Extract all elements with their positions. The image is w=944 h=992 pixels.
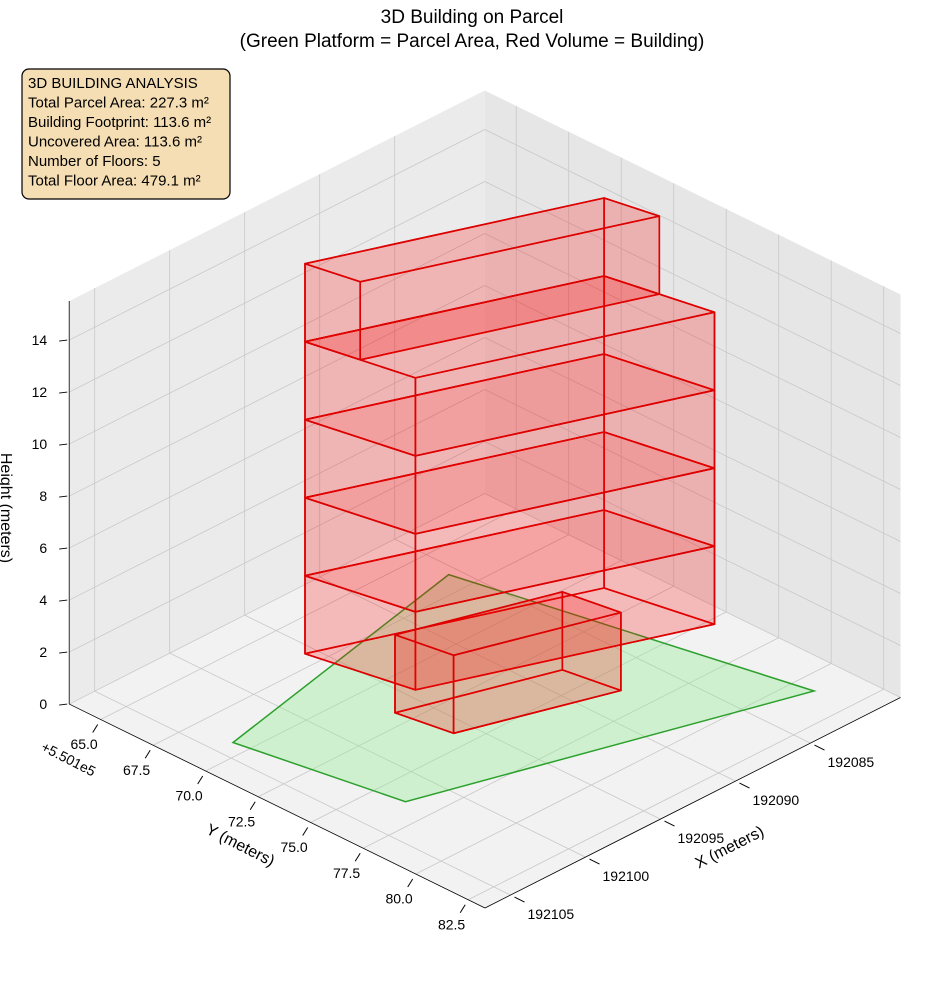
y-tick-label: 70.0 bbox=[175, 788, 202, 804]
info-line: Total Floor Area: 479.1 m² bbox=[28, 172, 201, 189]
wall-pane bbox=[69, 90, 485, 705]
z-tick-label: 14 bbox=[32, 332, 48, 348]
grid-line bbox=[69, 129, 485, 341]
y-tick-label: 67.5 bbox=[123, 762, 150, 778]
tick-mark bbox=[459, 904, 466, 914]
tick-mark bbox=[144, 749, 151, 759]
building-wall bbox=[394, 633, 455, 735]
y-tick-label: 75.0 bbox=[280, 839, 307, 855]
tick-mark bbox=[59, 391, 68, 394]
info-line: Building Footprint: 113.6 m² bbox=[28, 114, 211, 131]
grid-line bbox=[415, 663, 832, 875]
z-axis-title: Height (meters) bbox=[0, 453, 14, 563]
z-tick-label: 10 bbox=[32, 436, 48, 452]
tick-mark bbox=[59, 339, 68, 342]
grid-line bbox=[484, 389, 901, 594]
z-tick-label: 4 bbox=[39, 592, 47, 608]
grid-line bbox=[69, 285, 485, 497]
tick-mark bbox=[302, 827, 309, 836]
tick-mark bbox=[59, 495, 68, 498]
grid-line bbox=[484, 129, 901, 334]
z-tick-label: 0 bbox=[39, 696, 47, 712]
y-tick-label: 80.0 bbox=[385, 891, 412, 907]
z-tick-label: 12 bbox=[32, 384, 48, 400]
tick-mark bbox=[664, 820, 675, 827]
tick-mark bbox=[197, 775, 204, 785]
x-tick-label: 192095 bbox=[678, 830, 725, 846]
grid-line bbox=[69, 337, 485, 549]
tick-mark bbox=[814, 744, 825, 751]
y-tick-label: 72.5 bbox=[228, 813, 255, 829]
grid-line bbox=[69, 233, 485, 445]
grid-line bbox=[484, 285, 901, 490]
z-tick-label: 2 bbox=[39, 644, 47, 660]
grid-line bbox=[484, 337, 901, 542]
z-tick-label: 6 bbox=[39, 540, 47, 556]
tick-mark bbox=[589, 858, 600, 865]
chart-subtitle: (Green Platform = Parcel Area, Red Volum… bbox=[240, 31, 705, 52]
tick-mark bbox=[59, 703, 68, 706]
grid-line bbox=[484, 441, 901, 646]
y-tick-label: 82.5 bbox=[438, 916, 465, 932]
info-line: 3D BUILDING ANALYSIS bbox=[28, 75, 198, 92]
grid-line bbox=[484, 181, 901, 386]
y-tick-label: 77.5 bbox=[333, 865, 360, 881]
parcel-platform bbox=[231, 573, 817, 803]
x-tick-label: 192085 bbox=[828, 754, 875, 770]
grid-line bbox=[484, 493, 901, 698]
info-line: Uncovered Area: 113.6 m² bbox=[28, 133, 202, 150]
tick-mark bbox=[407, 878, 414, 888]
tick-mark bbox=[59, 651, 68, 654]
info-text: 3D BUILDING ANALYSIS Total Parcel Area: 2… bbox=[28, 75, 211, 190]
panes bbox=[69, 90, 901, 908]
grid-line bbox=[69, 181, 485, 393]
wall-pane bbox=[484, 90, 901, 698]
building-wall bbox=[304, 340, 417, 457]
tick-mark bbox=[514, 896, 525, 903]
tick-mark bbox=[739, 782, 750, 789]
floor-pane bbox=[69, 493, 901, 908]
grid-line bbox=[205, 560, 622, 772]
axis-line bbox=[69, 703, 486, 909]
tick-mark bbox=[249, 801, 256, 811]
z-tick-label: 8 bbox=[39, 488, 47, 504]
info-box bbox=[21, 68, 231, 200]
tick-mark bbox=[92, 724, 99, 733]
tick-mark bbox=[59, 547, 68, 550]
grid-line bbox=[468, 688, 884, 901]
x-tick-label: 192100 bbox=[603, 868, 650, 884]
grid-line bbox=[153, 534, 569, 746]
y-tick-label: 65.0 bbox=[70, 736, 97, 752]
grid-line bbox=[484, 233, 901, 438]
tick-mark bbox=[354, 852, 361, 862]
tick-mark bbox=[59, 443, 68, 446]
axis-line bbox=[484, 697, 901, 909]
info-line: Total Parcel Area: 227.3 m² bbox=[28, 94, 209, 111]
tick-mark bbox=[59, 599, 68, 602]
info-line: Number of Floors: 5 bbox=[28, 153, 161, 170]
plot-data bbox=[231, 197, 817, 803]
grid-line bbox=[363, 637, 779, 849]
grid-line bbox=[258, 585, 674, 798]
labels: 192085 192090 192095 192100 192105 65.0 67.5 70… bbox=[0, 301, 901, 932]
x-tick-label: 192090 bbox=[753, 792, 800, 808]
x-tick-label: 192105 bbox=[528, 906, 575, 922]
chart-title: 3D Building on Parcel bbox=[381, 7, 564, 28]
